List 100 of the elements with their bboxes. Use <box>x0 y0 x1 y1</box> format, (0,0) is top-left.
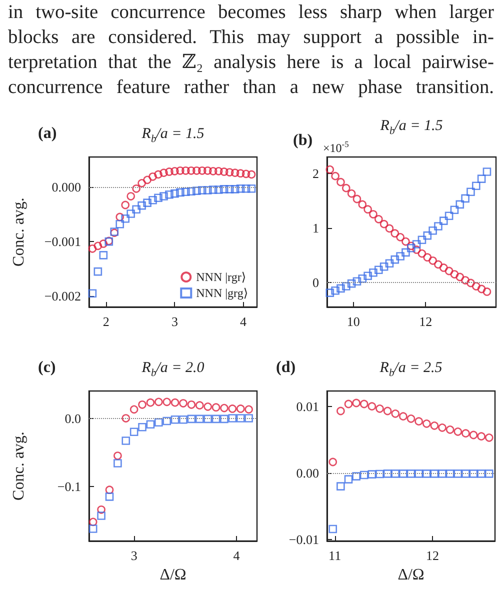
point <box>88 244 97 253</box>
point <box>462 429 470 438</box>
point <box>187 414 196 424</box>
x-axis-title: Δ/Ω <box>398 566 424 584</box>
point <box>204 402 212 411</box>
point <box>154 398 163 406</box>
point <box>446 470 454 478</box>
point <box>146 420 155 429</box>
x-tick-label: 2 <box>102 314 110 329</box>
y-tick-label: 1 <box>312 220 319 236</box>
point <box>105 486 114 494</box>
point <box>236 169 245 178</box>
point <box>176 188 184 197</box>
point <box>450 206 459 214</box>
point <box>195 401 204 410</box>
point <box>390 255 400 264</box>
point <box>331 172 340 180</box>
point <box>165 168 174 176</box>
point <box>360 470 368 480</box>
point <box>88 289 97 298</box>
point <box>204 414 212 424</box>
point <box>336 482 345 490</box>
point <box>472 182 480 190</box>
point <box>439 264 448 272</box>
point <box>114 459 122 468</box>
point <box>456 272 464 282</box>
point <box>94 267 102 276</box>
point <box>434 260 442 269</box>
point <box>126 210 135 218</box>
point <box>192 166 201 175</box>
point <box>385 224 394 233</box>
point <box>138 422 146 432</box>
point <box>358 274 367 283</box>
point <box>99 251 108 260</box>
point <box>380 220 388 228</box>
point <box>228 414 237 422</box>
point <box>203 186 212 194</box>
y-tick-label: −0.002 <box>44 288 81 304</box>
point <box>130 405 138 414</box>
point <box>385 259 394 268</box>
point <box>369 210 378 218</box>
point <box>116 212 124 222</box>
point <box>244 405 253 414</box>
point <box>176 166 184 175</box>
point <box>198 186 206 194</box>
point <box>121 214 130 223</box>
point <box>446 426 454 434</box>
point <box>146 398 155 407</box>
y-axis-title: Conc. avg. <box>10 198 28 266</box>
point <box>406 414 416 423</box>
y-tick-label: 0.01 <box>296 398 319 414</box>
point <box>342 184 350 192</box>
point <box>114 452 122 460</box>
point <box>170 189 179 198</box>
point <box>438 424 446 432</box>
point <box>214 186 223 194</box>
point <box>326 165 334 174</box>
point <box>192 186 201 195</box>
y-tick-label: 2 <box>312 166 319 181</box>
point <box>160 168 168 177</box>
point <box>242 170 250 178</box>
point <box>352 194 362 204</box>
point <box>482 168 492 176</box>
point <box>336 284 345 293</box>
point <box>477 470 486 478</box>
point <box>461 194 470 203</box>
point <box>472 282 480 290</box>
point <box>105 492 114 501</box>
point <box>242 184 250 193</box>
point <box>208 186 218 194</box>
point <box>182 188 190 196</box>
x-tick-label: 12 <box>426 548 439 563</box>
point <box>148 172 157 181</box>
point <box>154 170 162 179</box>
point <box>220 404 228 412</box>
point <box>212 414 220 424</box>
point <box>461 276 470 284</box>
x-tick-label: 4 <box>233 548 240 563</box>
point <box>466 278 475 288</box>
point <box>195 414 204 424</box>
point <box>126 192 135 200</box>
point <box>469 470 478 478</box>
point <box>331 286 340 295</box>
point <box>352 472 360 480</box>
point <box>208 167 218 176</box>
x-axis-title: Δ/Ω <box>160 566 186 584</box>
point <box>130 428 138 436</box>
point <box>247 184 256 193</box>
point <box>402 237 410 246</box>
point <box>170 415 180 424</box>
point <box>97 512 106 520</box>
x-tick-label: 3 <box>130 548 138 563</box>
point <box>162 416 172 426</box>
point <box>396 233 404 242</box>
point <box>428 256 437 265</box>
point <box>220 185 228 194</box>
point <box>376 470 384 478</box>
point <box>414 470 423 478</box>
point <box>352 398 360 408</box>
point <box>430 470 439 478</box>
